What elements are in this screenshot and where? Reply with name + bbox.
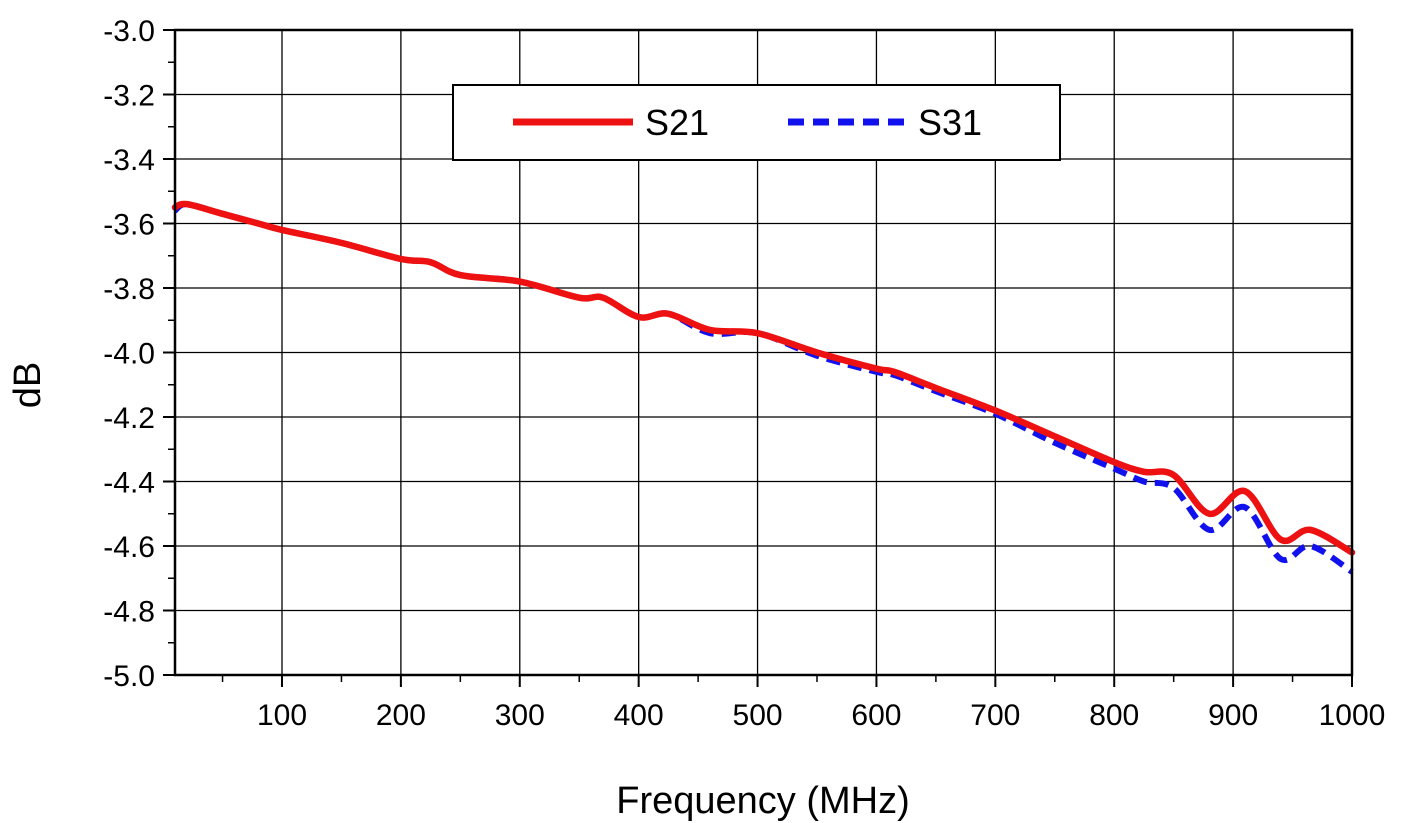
- series-line-s31: [173, 201, 1354, 575]
- series-line-s21: [171, 200, 1356, 556]
- legend-label-s31: S31: [918, 102, 982, 143]
- y-tick-label: -3.4: [103, 144, 155, 177]
- legend: S21 S31: [452, 84, 1061, 161]
- x-tick-label: 300: [495, 699, 545, 732]
- x-tick-label: 500: [733, 699, 783, 732]
- y-tick-label: -3.0: [103, 15, 155, 48]
- y-tick-label: -4.8: [103, 596, 155, 629]
- x-tick-label: 800: [1089, 699, 1139, 732]
- x-tick-label: 200: [376, 699, 426, 732]
- x-tick-label: 400: [614, 699, 664, 732]
- x-tick-label: 700: [970, 699, 1020, 732]
- x-tick-label: 100: [257, 699, 307, 732]
- x-tick-label: 1000: [1319, 699, 1386, 732]
- tick-labels: 100 200 300 400 500 600 700 800 900 1000 -3.0 -3.2 -…: [103, 15, 1385, 732]
- y-tick-label: -4.4: [103, 467, 155, 500]
- y-tick-label: -4.0: [103, 338, 155, 371]
- legend-label-s21: S21: [645, 102, 709, 143]
- y-tick-label: -4.2: [103, 402, 155, 435]
- y-tick-label: -3.8: [103, 273, 155, 306]
- series-layer: [171, 200, 1356, 575]
- x-tick-label: 900: [1208, 699, 1258, 732]
- y-tick-label: -3.2: [103, 80, 155, 113]
- y-axis-label: dB: [7, 362, 49, 408]
- x-tick-label: 600: [851, 699, 901, 732]
- y-tick-label: -4.6: [103, 531, 155, 564]
- y-tick-label: -3.6: [103, 209, 155, 242]
- y-tick-label: -5.0: [103, 660, 155, 693]
- axis-ticks: [163, 29, 1353, 687]
- x-axis-label: Frequency (MHz): [616, 780, 910, 822]
